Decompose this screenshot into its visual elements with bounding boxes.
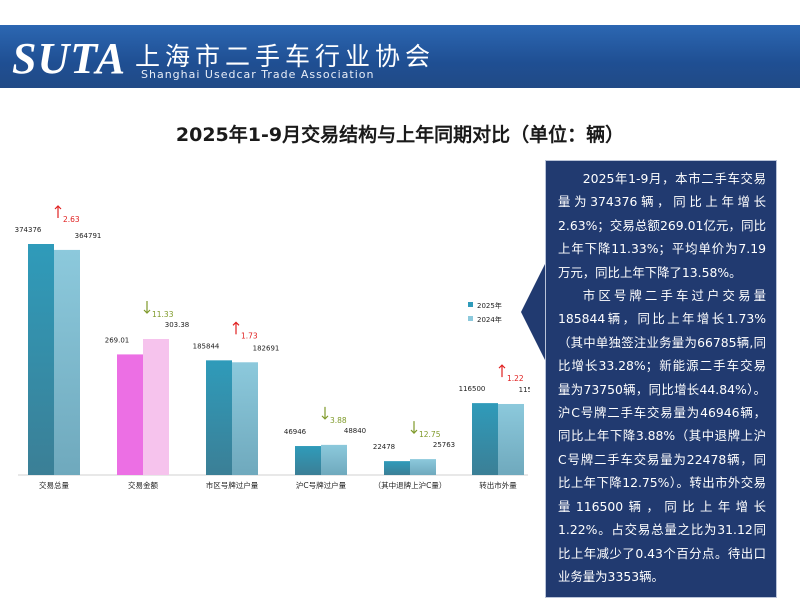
change-percent-label: 1.73	[241, 331, 258, 340]
data-label-2025: 269.01	[105, 336, 130, 344]
bar-2025	[295, 446, 321, 475]
bar-2024	[143, 339, 169, 475]
legend-swatch-2024	[468, 316, 473, 321]
suta-logo: SUTA	[12, 34, 127, 83]
change-percent-label: 1.22	[507, 374, 524, 383]
data-label-2025: 185844	[193, 342, 220, 350]
data-label-2025: 374376	[15, 226, 42, 234]
change-arrowhead-icon	[143, 309, 151, 314]
bar-chart: 374376 364791 交易总量 2.63 269.01 303.38 交易金额 11.3…	[15, 205, 530, 490]
legend-swatch-2025	[468, 302, 473, 307]
summary-panel: 2025年1-9月，本市二手车交易量为374376辆，同比上年增长2.63%；交…	[545, 160, 777, 598]
bar-2025	[472, 403, 498, 475]
org-name-en: Shanghai Usedcar Trade Association	[141, 68, 375, 81]
data-label-2024: 25763	[433, 441, 455, 449]
category-label: 沪C号牌过户量	[296, 480, 347, 490]
page-title: 2025年1-9月交易结构与上年同期对比（单位：辆）	[175, 124, 625, 146]
bar-2025	[117, 354, 143, 475]
change-percent-label: 2.63	[63, 215, 80, 224]
change-percent-label: 3.88	[330, 416, 347, 425]
category-label: （其中退牌上沪C量）	[374, 480, 447, 490]
change-arrowhead-icon	[410, 429, 418, 434]
bar-2025	[28, 244, 54, 475]
data-label-2024: 115098	[519, 386, 530, 394]
bar-2024	[498, 403, 524, 475]
bar-2025	[206, 360, 232, 475]
change-percent-label: 11.33	[152, 310, 174, 319]
data-label-2024: 303.38	[165, 321, 190, 329]
bar-2024	[410, 459, 436, 475]
legend-label: 2025年	[477, 301, 502, 310]
bar-2024	[321, 444, 347, 475]
category-label: 转出市外量	[479, 480, 517, 490]
org-name-cn: 上海市二手车行业协会	[135, 42, 436, 71]
legend-label: 2024年	[477, 315, 502, 324]
change-arrowhead-icon	[232, 321, 240, 326]
summary-paragraph-2: 市区号牌二手车过户交易量185844辆，同比上年增长1.73%（其中单独签注业务…	[558, 288, 766, 584]
data-label-2025: 22478	[373, 443, 395, 451]
category-label: 交易金额	[128, 480, 158, 490]
change-percent-label: 12.75	[419, 430, 441, 439]
data-label-2025: 46946	[284, 428, 307, 436]
bar-2025	[384, 461, 410, 475]
summary-paragraph-1: 2025年1-9月，本市二手车交易量为374376辆，同比上年增长2.63%；交…	[558, 171, 766, 280]
data-label-2024: 182691	[253, 344, 280, 352]
data-label-2024: 48840	[344, 427, 366, 435]
data-label-2025: 116500	[459, 385, 486, 393]
data-label-2024: 364791	[75, 232, 102, 240]
change-arrowhead-icon	[498, 364, 506, 369]
change-arrowhead-icon	[321, 415, 329, 420]
bar-2024	[232, 362, 258, 475]
summary-callout-pointer	[521, 262, 546, 362]
bar-2024	[54, 249, 80, 475]
header-banner: SUTA 上海市二手车行业协会 Shanghai Usedcar Trade A…	[0, 25, 800, 88]
category-label: 交易总量	[39, 480, 69, 490]
change-arrowhead-icon	[54, 205, 62, 210]
category-label: 市区号牌过户量	[206, 480, 259, 490]
